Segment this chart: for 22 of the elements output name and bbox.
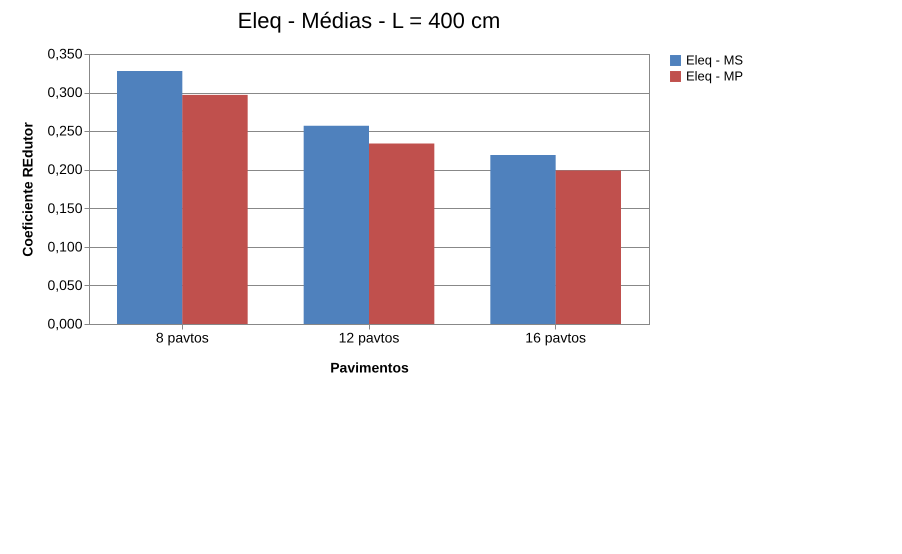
- y-tick-label: 0,200: [47, 161, 83, 178]
- y-axis-title: Coeficiente REdutor: [19, 122, 36, 257]
- y-tick-label: 0,350: [47, 46, 83, 62]
- bar: [304, 126, 369, 324]
- chart-title: Eleq - Médias - L = 400 cm: [238, 8, 500, 33]
- bar: [556, 170, 621, 324]
- y-tick-label: 0,100: [47, 238, 83, 254]
- y-tick-label: 0,250: [47, 122, 83, 139]
- y-tick-label: 0,150: [47, 200, 83, 216]
- x-tick-label: 16 pavtos: [525, 330, 586, 346]
- x-tick-label: 12 pavtos: [338, 330, 400, 346]
- bar: [369, 143, 434, 324]
- x-tick-label: 8 pavtos: [156, 330, 209, 346]
- bar: [117, 70, 182, 324]
- y-tick-label: 0,050: [47, 276, 83, 293]
- legend-label: Eleq - MS: [686, 52, 744, 68]
- bar: [182, 94, 248, 324]
- bar: [490, 155, 556, 324]
- y-tick-label: 0,300: [47, 84, 83, 100]
- y-tick-label: 0,000: [47, 316, 83, 332]
- legend-label: Eleq - MP: [686, 68, 744, 84]
- x-axis-title: Pavimentos: [330, 360, 410, 376]
